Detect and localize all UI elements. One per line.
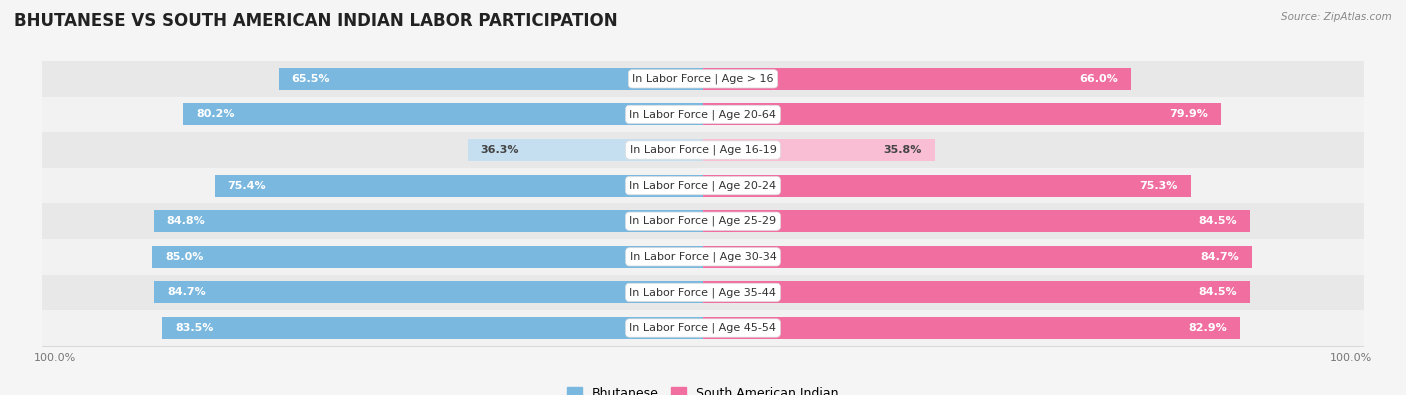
Bar xyxy=(215,175,703,197)
Bar xyxy=(703,175,1191,197)
Text: 82.9%: 82.9% xyxy=(1188,323,1227,333)
Text: 84.7%: 84.7% xyxy=(1201,252,1239,262)
Text: In Labor Force | Age 45-54: In Labor Force | Age 45-54 xyxy=(630,323,776,333)
Text: 66.0%: 66.0% xyxy=(1078,74,1118,84)
Text: In Labor Force | Age 16-19: In Labor Force | Age 16-19 xyxy=(630,145,776,155)
Bar xyxy=(703,68,1130,90)
Bar xyxy=(703,210,1250,232)
Text: 79.9%: 79.9% xyxy=(1168,109,1208,119)
Legend: Bhutanese, South American Indian: Bhutanese, South American Indian xyxy=(562,382,844,395)
Text: In Labor Force | Age > 16: In Labor Force | Age > 16 xyxy=(633,73,773,84)
Text: 65.5%: 65.5% xyxy=(291,74,330,84)
Bar xyxy=(703,103,1220,126)
Bar xyxy=(0,61,1406,97)
Bar xyxy=(152,246,703,268)
Bar xyxy=(155,281,703,303)
Bar xyxy=(153,210,703,232)
Text: 75.3%: 75.3% xyxy=(1139,181,1178,191)
Text: 85.0%: 85.0% xyxy=(166,252,204,262)
Text: 84.5%: 84.5% xyxy=(1199,216,1237,226)
Text: 80.2%: 80.2% xyxy=(197,109,235,119)
Text: In Labor Force | Age 20-24: In Labor Force | Age 20-24 xyxy=(630,181,776,191)
Text: In Labor Force | Age 30-34: In Labor Force | Age 30-34 xyxy=(630,252,776,262)
Text: 84.8%: 84.8% xyxy=(166,216,205,226)
Bar xyxy=(0,239,1406,275)
Bar xyxy=(703,317,1240,339)
Text: In Labor Force | Age 35-44: In Labor Force | Age 35-44 xyxy=(630,287,776,298)
Bar xyxy=(468,139,703,161)
Bar xyxy=(278,68,703,90)
Text: 83.5%: 83.5% xyxy=(174,323,214,333)
Text: BHUTANESE VS SOUTH AMERICAN INDIAN LABOR PARTICIPATION: BHUTANESE VS SOUTH AMERICAN INDIAN LABOR… xyxy=(14,12,617,30)
Bar xyxy=(703,246,1251,268)
Text: 75.4%: 75.4% xyxy=(228,181,266,191)
Bar xyxy=(0,168,1406,203)
Bar xyxy=(0,97,1406,132)
Text: In Labor Force | Age 25-29: In Labor Force | Age 25-29 xyxy=(630,216,776,226)
Bar xyxy=(0,275,1406,310)
Bar xyxy=(703,281,1250,303)
Bar xyxy=(183,103,703,126)
Bar xyxy=(0,132,1406,168)
Bar xyxy=(703,139,935,161)
Text: 84.5%: 84.5% xyxy=(1199,288,1237,297)
Bar xyxy=(162,317,703,339)
Text: In Labor Force | Age 20-64: In Labor Force | Age 20-64 xyxy=(630,109,776,120)
Text: 35.8%: 35.8% xyxy=(883,145,922,155)
Bar xyxy=(0,310,1406,346)
Text: Source: ZipAtlas.com: Source: ZipAtlas.com xyxy=(1281,12,1392,22)
Text: 84.7%: 84.7% xyxy=(167,288,205,297)
Text: 36.3%: 36.3% xyxy=(481,145,519,155)
Bar xyxy=(0,203,1406,239)
